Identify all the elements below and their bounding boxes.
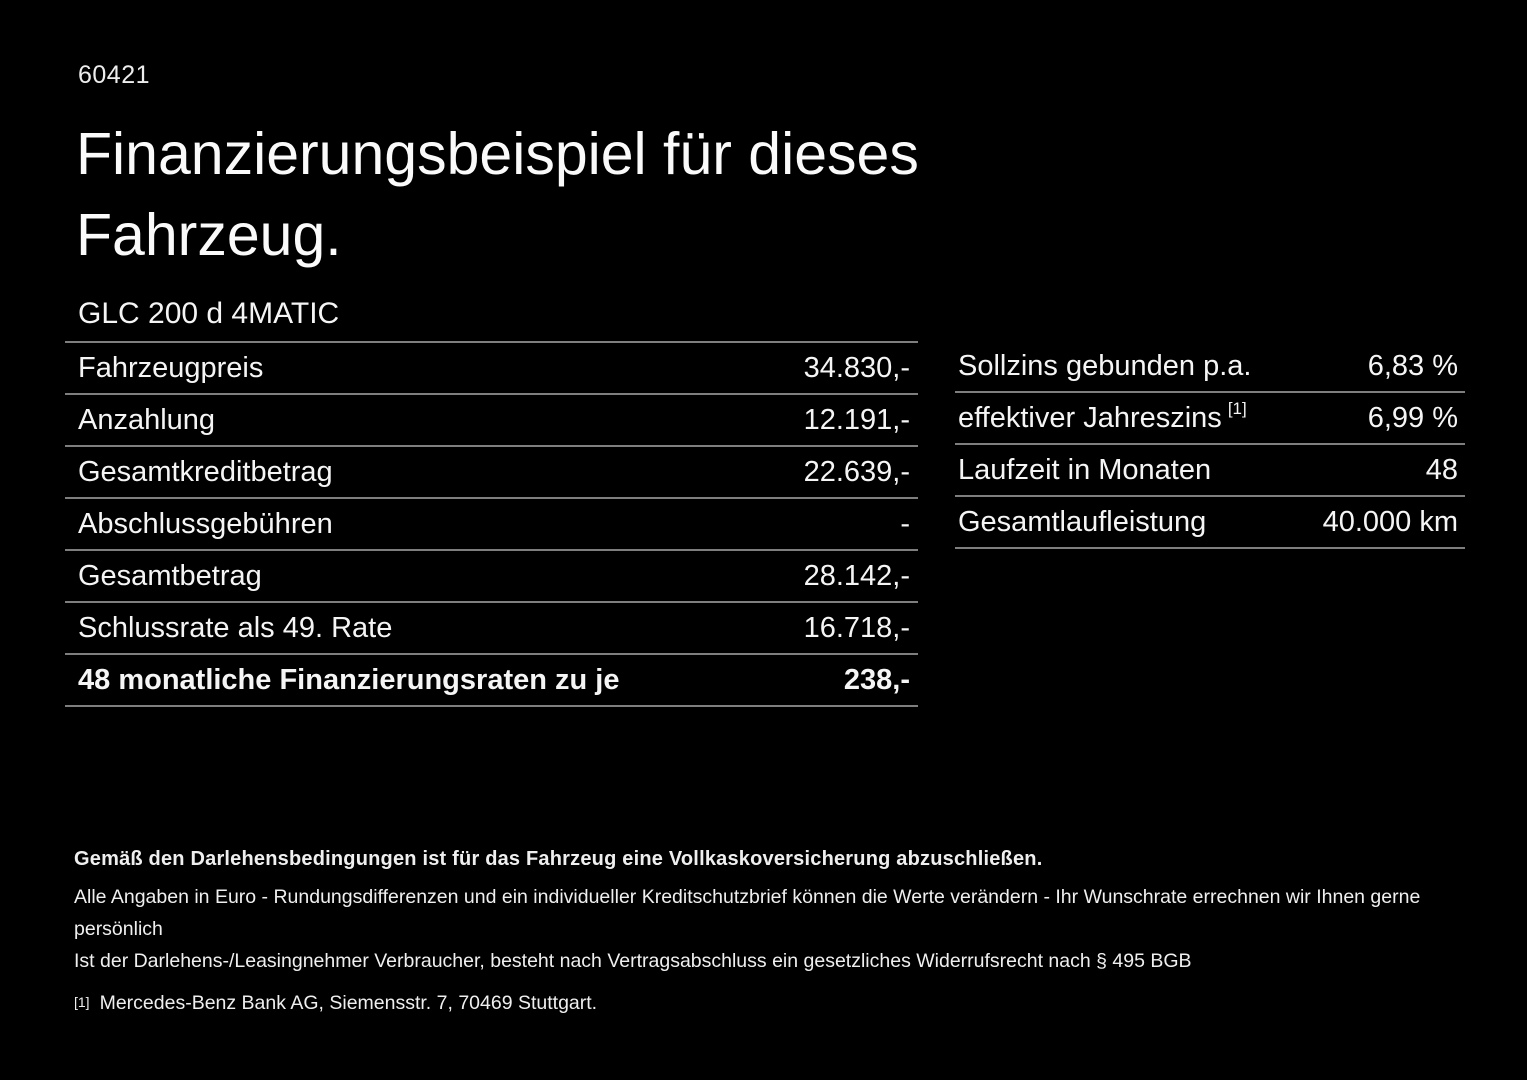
row-value: 34.830,- [803, 351, 910, 384]
disclaimer-line-1: Alle Angaben in Euro - Rundungsdifferenz… [74, 886, 1421, 940]
footnote-marker: [1] [74, 994, 90, 1010]
vehicle-model: GLC 200 d 4MATIC [78, 297, 340, 330]
reference-number: 60421 [78, 61, 151, 89]
row-value: 40.000 km [1322, 505, 1458, 538]
disclaimer-line-2: Ist der Darlehens-/Leasingnehmer Verbrau… [74, 950, 1192, 972]
financing-table: Fahrzeugpreis 34.830,- Anzahlung 12.191,… [65, 341, 918, 707]
row-value: 28.142,- [803, 559, 910, 592]
row-value: 12.191,- [803, 403, 910, 436]
footnote-marker: [1] [1227, 398, 1247, 418]
table-row-effektiver-jahreszins: effektiver Jahreszins [1] 6,99 % [955, 393, 1465, 445]
row-value: 22.639,- [803, 455, 910, 488]
conditions-table: Sollzins gebunden p.a. 6,83 % effektiver… [955, 341, 1465, 549]
page-title-line-1: Finanzierungsbeispiel für dieses [76, 121, 919, 187]
table-row-abschlussgebuehren: Abschlussgebühren - [65, 499, 918, 551]
page-title-line-2: Fahrzeug. [76, 202, 342, 268]
insurance-note: Gemäß den Darlehensbedingungen ist für d… [74, 848, 1043, 870]
row-label: Gesamtbetrag [78, 559, 262, 592]
row-label: 48 monatliche Finanzierungsraten zu je [78, 663, 620, 696]
row-label: Gesamtlaufleistung [958, 505, 1207, 538]
table-row-laufzeit: Laufzeit in Monaten 48 [955, 445, 1465, 497]
row-label: Gesamtkreditbetrag [78, 455, 333, 488]
row-label: Sollzins gebunden p.a. [958, 349, 1252, 382]
row-value: 238,- [843, 663, 910, 696]
table-row-gesamtbetrag: Gesamtbetrag 28.142,- [65, 551, 918, 603]
table-row-schlussrate: Schlussrate als 49. Rate 16.718,- [65, 603, 918, 655]
table-row-monatsrate: 48 monatliche Finanzierungsraten zu je 2… [65, 655, 918, 707]
table-row-sollzins: Sollzins gebunden p.a. 6,83 % [955, 341, 1465, 393]
table-row-gesamtlaufleistung: Gesamtlaufleistung 40.000 km [955, 497, 1465, 549]
row-value: 16.718,- [803, 611, 910, 644]
row-value: - [900, 507, 910, 540]
table-row-gesamtkreditbetrag: Gesamtkreditbetrag 22.639,- [65, 447, 918, 499]
footer-disclaimers: Gemäß den Darlehensbedingungen ist für d… [74, 847, 1474, 1015]
footnote-text: Mercedes-Benz Bank AG, Siemensstr. 7, 70… [99, 992, 598, 1014]
row-value: 6,83 % [1367, 349, 1458, 382]
row-value: 48 [1425, 453, 1458, 486]
row-value: 6,99 % [1367, 401, 1458, 434]
row-label: Abschlussgebühren [78, 507, 333, 540]
row-label: Schlussrate als 49. Rate [78, 611, 393, 644]
row-label: Fahrzeugpreis [78, 351, 264, 384]
bank-footnote: [1] Mercedes-Benz Bank AG, Siemensstr. 7,… [74, 991, 1474, 1015]
page-title: Finanzierungsbeispiel für dieses Fahrzeu… [76, 114, 919, 276]
row-label: effektiver Jahreszins [1] [955, 398, 1247, 435]
row-label: Anzahlung [78, 403, 216, 436]
row-label: Laufzeit in Monaten [958, 453, 1212, 486]
row-label-text: effektiver Jahreszins [958, 401, 1222, 434]
table-row-anzahlung: Anzahlung 12.191,- [65, 395, 918, 447]
table-row-fahrzeugpreis: Fahrzeugpreis 34.830,- [65, 343, 918, 395]
